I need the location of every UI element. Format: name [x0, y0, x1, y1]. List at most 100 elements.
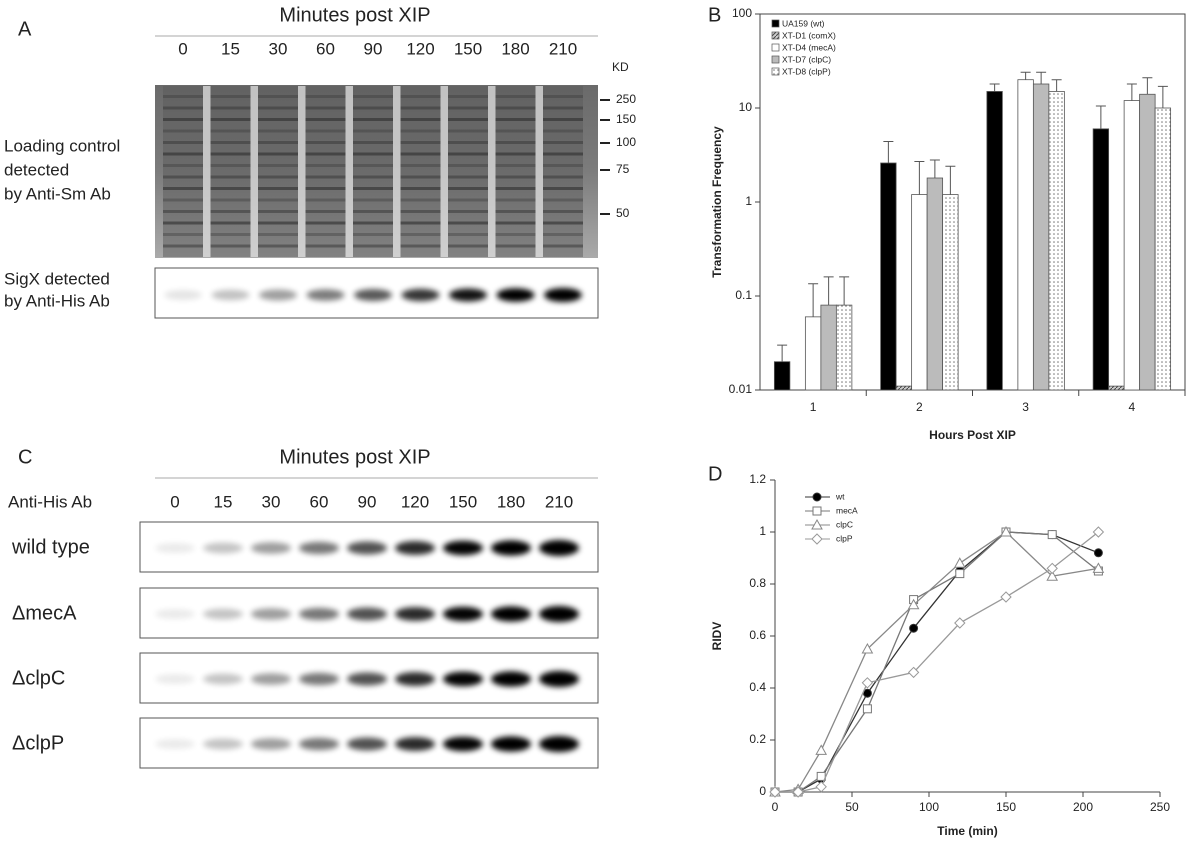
- point: [1000, 591, 1012, 603]
- blot-band: [539, 540, 579, 556]
- point: [1092, 562, 1105, 573]
- gel-band: [495, 95, 536, 98]
- x-tick-label: 200: [1073, 800, 1093, 814]
- gel-band: [448, 95, 488, 98]
- lane-gap: [535, 86, 543, 257]
- gel-band: [400, 221, 441, 225]
- gel-band: [495, 187, 536, 190]
- bar: [1108, 385, 1125, 391]
- lane-label: 150: [449, 492, 477, 511]
- gel-band: [163, 198, 203, 202]
- gel-band: [258, 129, 298, 133]
- gel-band: [543, 210, 583, 213]
- gel-band: [400, 129, 441, 133]
- gel-band: [163, 164, 203, 167]
- blot-band: [155, 739, 195, 749]
- error-bar: [808, 283, 819, 317]
- error-bar: [1036, 71, 1047, 85]
- lane-gap: [298, 86, 306, 257]
- gel-band: [258, 106, 298, 110]
- gel-band: [543, 233, 583, 236]
- gel-band: [258, 152, 298, 156]
- row-label: ΔclpC: [12, 667, 65, 689]
- y-tick-label: 1: [759, 524, 766, 538]
- blot-band: [347, 607, 387, 621]
- blot-band: [251, 673, 291, 685]
- gel-band: [258, 95, 298, 98]
- blot-band: [155, 543, 195, 553]
- point: [909, 623, 919, 633]
- gel-band: [210, 175, 251, 179]
- gel-band: [495, 221, 536, 225]
- gel-band: [258, 244, 298, 248]
- axes: [774, 480, 1160, 793]
- gel-band: [353, 106, 393, 110]
- gel-band: [495, 175, 536, 179]
- error-bar: [945, 165, 956, 195]
- gel-band: [305, 152, 346, 156]
- blot-band: [347, 541, 387, 555]
- y-tick-label: 100: [732, 6, 752, 20]
- gel-band: [353, 95, 393, 98]
- gel-band: [163, 129, 203, 133]
- row-label: Loading control: [4, 136, 120, 155]
- gel-lane: [210, 86, 251, 257]
- gel-band: [163, 187, 203, 190]
- bar: [942, 194, 959, 391]
- point: [907, 666, 920, 679]
- x-axis-label: Hours Post XIP: [929, 428, 1016, 442]
- gel-band: [543, 106, 583, 110]
- point: [815, 781, 827, 793]
- x-tick-label: 100: [919, 800, 939, 814]
- gel-band: [495, 198, 536, 202]
- gel-band: [163, 221, 203, 225]
- y-tick-label: 0: [759, 784, 766, 798]
- error-bar: [1157, 85, 1168, 108]
- bar: [820, 304, 837, 391]
- blot-band: [203, 673, 243, 685]
- blot-band: [251, 738, 291, 750]
- y-tick-label: 0.01: [729, 382, 753, 396]
- gel-band: [543, 198, 583, 202]
- panel-label: D: [708, 463, 722, 485]
- lane-label: 120: [401, 492, 429, 511]
- point: [815, 744, 828, 755]
- legend-swatch: [771, 31, 780, 40]
- lane-gap: [345, 86, 353, 257]
- blot-band: [395, 737, 435, 751]
- point: [1046, 562, 1058, 575]
- gel-band: [258, 175, 298, 179]
- gel-band: [258, 118, 298, 121]
- gel-band: [495, 244, 536, 248]
- lane-label: 90: [364, 39, 383, 58]
- legend-swatch: [771, 67, 780, 76]
- blot-band: [443, 606, 483, 622]
- point: [1047, 530, 1057, 540]
- point: [1046, 570, 1059, 581]
- blot-band: [491, 606, 531, 622]
- row-label: detected: [4, 160, 69, 179]
- panel-header: Minutes post XIP: [279, 4, 430, 26]
- row-label: ΔmecA: [12, 602, 77, 624]
- gel-band: [163, 141, 203, 144]
- gel-lane: [163, 86, 203, 257]
- point: [861, 677, 874, 689]
- gel-band: [543, 164, 583, 167]
- error-bar: [883, 141, 894, 163]
- row-label: by Anti-Sm Ab: [4, 184, 111, 203]
- gel-band: [210, 164, 251, 167]
- gel-band: [305, 141, 346, 144]
- gel-band: [353, 210, 393, 213]
- lane-label: 210: [545, 492, 573, 511]
- blot-band: [164, 290, 202, 300]
- point: [811, 518, 823, 530]
- error-bar: [989, 83, 1000, 92]
- gel-band: [543, 141, 583, 144]
- gel-band: [258, 141, 298, 144]
- gel-band: [495, 118, 536, 121]
- gel-band: [305, 175, 346, 179]
- marker-label: 250: [616, 92, 636, 106]
- gel-band: [448, 187, 488, 190]
- marker-label: 50: [616, 206, 630, 220]
- point: [812, 492, 822, 502]
